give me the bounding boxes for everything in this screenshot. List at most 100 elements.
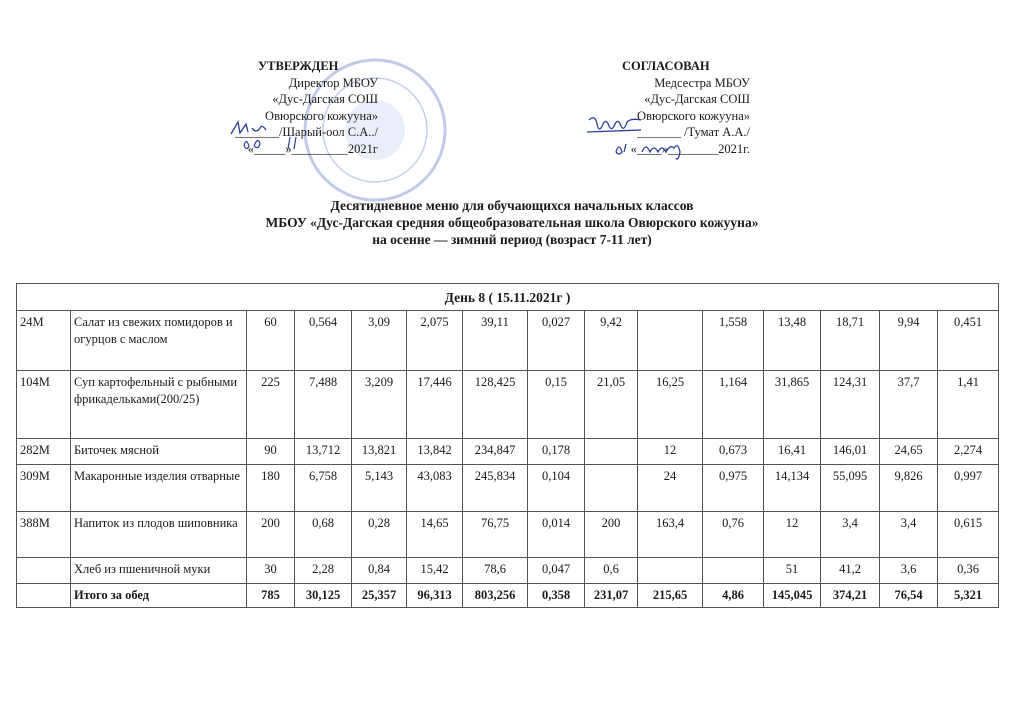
cell-value: 0,15 <box>527 370 585 439</box>
cell-value: 3,4 <box>879 511 938 558</box>
dish-name: Биточек мясной <box>70 438 247 465</box>
agreement-block: СОГЛАСОВАН Медсестра МБОУ «Дус-Дагская С… <box>600 58 750 157</box>
cell-value: 13,48 <box>763 310 821 371</box>
table-row: 388М Напиток из плодов шиповника 200 0,68 0,… <box>16 511 999 558</box>
school-stamp <box>303 58 447 202</box>
recipe-code <box>16 557 71 584</box>
cell-value: 41,2 <box>820 557 880 584</box>
handwritten-day <box>243 139 261 150</box>
cell-value: 163,4 <box>637 511 703 558</box>
total-row: Итого за обед 785 30,125 25,357 96,313 803,25… <box>16 583 999 608</box>
table-row: 282М Биточек мясной 90 13,712 13,821 13,842 23… <box>16 438 999 465</box>
cell-value: 13,842 <box>406 438 463 465</box>
cell-value: 180 <box>246 464 295 512</box>
cell-value: 37,7 <box>879 370 938 439</box>
cell-value: 39,11 <box>462 310 528 371</box>
cell-value: 0,615 <box>937 511 999 558</box>
cell-value: 7,488 <box>294 370 352 439</box>
menu-table: День 8 ( 15.11.2021г ) 24М Салат из свежи… <box>16 283 999 608</box>
cell-value: 234,847 <box>462 438 528 465</box>
cell-value: 0,027 <box>527 310 585 371</box>
cell-value: 0,6 <box>584 557 638 584</box>
cell-value: 3,09 <box>351 310 407 371</box>
dish-name: Салат из свежих помидоров и огурцов с ма… <box>70 310 247 371</box>
cell-value: 9,42 <box>584 310 638 371</box>
dish-name: Напиток из плодов шиповника <box>70 511 247 558</box>
total-value: 231,07 <box>584 583 638 608</box>
cell-value: 17,446 <box>406 370 463 439</box>
cell-value: 3,6 <box>879 557 938 584</box>
recipe-code: 309М <box>16 464 71 512</box>
cell-value: 0,178 <box>527 438 585 465</box>
cell-value: 0,68 <box>294 511 352 558</box>
total-value: 25,357 <box>351 583 407 608</box>
cell-value: 200 <box>246 511 295 558</box>
total-value: 215,65 <box>637 583 703 608</box>
cell-value <box>584 464 638 512</box>
nurse-handwritten-date <box>615 143 681 160</box>
cell-value: 0,014 <box>527 511 585 558</box>
cell-value: 2,274 <box>937 438 999 465</box>
director-signature <box>230 120 267 135</box>
handwritten-month <box>287 136 297 150</box>
total-value: 785 <box>246 583 295 608</box>
cell-value <box>637 310 703 371</box>
recipe-code: 388М <box>16 511 71 558</box>
cell-value: 0,997 <box>937 464 999 512</box>
agreed-position: Медсестра МБОУ <box>654 75 750 90</box>
cell-value: 146,01 <box>820 438 880 465</box>
cell-value: 0,047 <box>527 557 585 584</box>
recipe-code: 24М <box>16 310 71 371</box>
cell-value: 0,104 <box>527 464 585 512</box>
cell-value: 200 <box>584 511 638 558</box>
approved-org-line2: Овюрского кожууна» <box>265 108 378 123</box>
cell-value: 14,134 <box>763 464 821 512</box>
cell-value: 30 <box>246 557 295 584</box>
total-value: 96,313 <box>406 583 463 608</box>
cell-value: 16,25 <box>637 370 703 439</box>
agreed-org-line2: Овюрского кожууна» <box>637 108 750 123</box>
approved-org-line1: «Дус-Дагская СОШ <box>272 92 378 106</box>
cell-value: 9,826 <box>879 464 938 512</box>
approved-heading: УТВЕРЖДЕН <box>258 59 339 73</box>
cell-value <box>702 557 764 584</box>
cell-value: 1,164 <box>702 370 764 439</box>
cell-value: 0,673 <box>702 438 764 465</box>
cell-value: 0,564 <box>294 310 352 371</box>
cell-value: 31,865 <box>763 370 821 439</box>
cell-value: 128,425 <box>462 370 528 439</box>
total-value: 4,86 <box>702 583 764 608</box>
approved-position: Директор МБОУ <box>288 75 378 90</box>
total-value: 76,54 <box>879 583 938 608</box>
cell-value: 15,42 <box>406 557 463 584</box>
cell-value: 43,083 <box>406 464 463 512</box>
total-value: 0,358 <box>527 583 585 608</box>
cell-value: 51 <box>763 557 821 584</box>
agreed-org-line1: «Дус-Дагская СОШ <box>644 92 750 106</box>
cell-value: 78,6 <box>462 557 528 584</box>
cell-value: 12 <box>637 438 703 465</box>
cell-value: 13,821 <box>351 438 407 465</box>
cell-value: 14,65 <box>406 511 463 558</box>
cell-value: 12 <box>763 511 821 558</box>
cell-value: 1,558 <box>702 310 764 371</box>
cell-value: 18,71 <box>820 310 880 371</box>
approval-block: УТВЕРЖДЕН Директор МБОУ «Дус-Дагская СОШ… <box>235 58 378 157</box>
cell-value: 6,758 <box>294 464 352 512</box>
total-value: 5,321 <box>937 583 999 608</box>
table-row: 24М Салат из свежих помидоров и огурцов с… <box>16 310 999 371</box>
total-value: 803,256 <box>462 583 528 608</box>
approved-date-line: «_____»_________2021г <box>247 141 378 156</box>
cell-value: 9,94 <box>879 310 938 371</box>
dish-name: Макаронные изделия отварные <box>70 464 247 512</box>
cell-value: 24 <box>637 464 703 512</box>
cell-value: 2,075 <box>406 310 463 371</box>
cell-value: 225 <box>246 370 295 439</box>
agreed-signature-line: _______ /Тумат А.А./ <box>637 125 750 139</box>
doc-title-line3: на осенне — зимний период (возраст 7-11 … <box>372 232 652 247</box>
cell-value: 0,451 <box>937 310 999 371</box>
total-label: Итого за обед <box>70 583 247 608</box>
cell-value: 13,712 <box>294 438 352 465</box>
total-value: 374,21 <box>820 583 880 608</box>
cell-value: 5,143 <box>351 464 407 512</box>
